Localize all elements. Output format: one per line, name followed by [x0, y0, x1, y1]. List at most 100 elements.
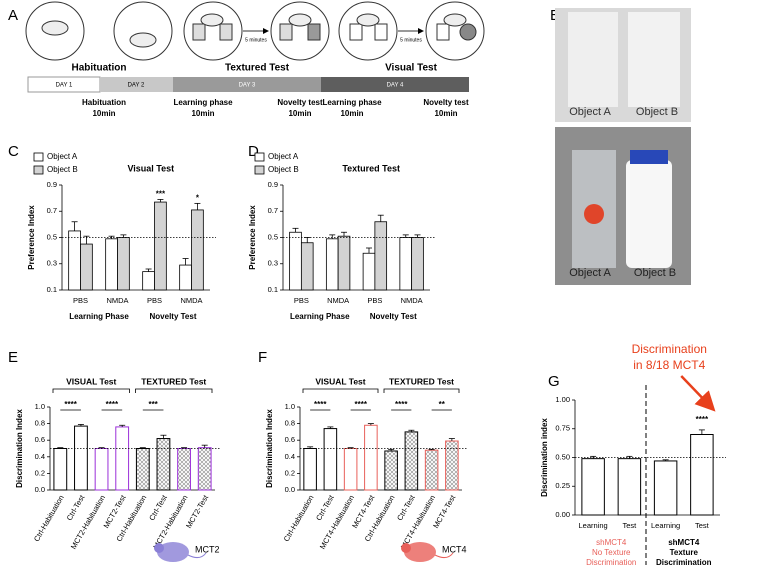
mouse-icon — [157, 542, 189, 562]
x-tick-label: NMDA — [401, 296, 423, 305]
significance: *** — [148, 400, 158, 409]
significance: *** — [156, 190, 166, 199]
bar — [399, 237, 413, 291]
bar — [80, 243, 93, 291]
bar — [337, 235, 351, 291]
bar — [105, 238, 118, 291]
group-label: Discrimination — [656, 558, 712, 567]
y-axis-label: Preference Index — [27, 205, 36, 270]
tag-label: MCT4 — [442, 544, 467, 554]
y-tick-label: 0.7 — [47, 206, 57, 215]
bar — [115, 426, 130, 491]
bar — [156, 438, 171, 491]
day-segment — [321, 77, 469, 92]
group-label: Learning Phase — [69, 312, 129, 321]
legend-label: Object B — [47, 165, 78, 174]
y-tick-label: 0.2 — [35, 468, 45, 477]
day-label: DAY 4 — [387, 83, 404, 89]
y-tick-label: 0.9 — [268, 180, 278, 189]
group-label: Learning Phase — [290, 312, 350, 321]
bar — [653, 460, 678, 516]
bar — [364, 424, 378, 491]
bar — [617, 458, 642, 516]
y-tick-label: 0.5 — [268, 232, 278, 241]
y-tick-label: 1.00 — [555, 395, 570, 404]
y-tick-label: 0.3 — [268, 259, 278, 268]
phase-name: Habituation — [82, 98, 126, 107]
bar — [68, 230, 81, 291]
bracket-label: TEXTURED Test — [389, 376, 454, 386]
annotation: Discrimination — [632, 342, 707, 356]
bar — [154, 201, 167, 291]
chart-title: Visual Test — [127, 163, 174, 173]
bar — [411, 237, 424, 291]
bracket — [383, 388, 460, 393]
bar — [343, 448, 358, 491]
bracket-label: VISUAL Test — [66, 376, 116, 386]
bracket-label: VISUAL Test — [315, 376, 365, 386]
y-tick-label: 0.00 — [555, 510, 570, 519]
bar — [374, 221, 388, 291]
significance: **** — [106, 400, 119, 409]
bar — [404, 431, 419, 491]
day-label: DAY 1 — [56, 83, 73, 89]
x-tick-label: Learning — [579, 521, 608, 530]
mouse-icon — [401, 543, 411, 553]
significance: **** — [64, 400, 77, 409]
object-shape — [584, 204, 604, 224]
bar — [289, 231, 302, 291]
object-shape — [568, 12, 618, 107]
x-tick-label: PBS — [294, 296, 309, 305]
day-label: DAY 2 — [128, 83, 145, 89]
y-tick-label: 0.5 — [47, 232, 57, 241]
mouse-icon — [434, 552, 454, 559]
phase-duration: 10min — [191, 109, 214, 118]
panel-label: C — [8, 143, 19, 160]
bar — [325, 238, 339, 291]
panel-label: F — [258, 349, 267, 366]
x-tick-label: Ctrl-Habituation — [32, 493, 66, 543]
mouse-icon — [404, 542, 436, 562]
y-tick-label: 0.25 — [555, 481, 570, 490]
photo-label: Object A — [569, 267, 611, 279]
bar — [690, 434, 714, 516]
day-segment — [173, 77, 321, 92]
bar — [117, 237, 130, 291]
bar — [424, 449, 439, 491]
y-tick-label: 0.75 — [555, 424, 570, 433]
group-label: Discrimination — [586, 558, 636, 567]
day-segment — [100, 77, 173, 92]
annotation: in 8/18 MCT4 — [633, 358, 705, 372]
protocol-diagram — [25, 1, 485, 61]
x-tick-label: Ctrl-Test — [314, 493, 336, 522]
x-tick-label: Ctrl-Test — [65, 493, 87, 522]
bar — [53, 448, 68, 491]
mouse-icon — [187, 552, 207, 559]
phase-duration: 10min — [92, 109, 115, 118]
bracket — [302, 388, 379, 393]
y-tick-label: 0.0 — [285, 485, 295, 494]
stage-label: Textured Test — [225, 63, 290, 74]
bar — [362, 252, 376, 291]
legend-label: Object B — [268, 165, 299, 174]
photo-label: Object B — [636, 106, 678, 118]
bar — [177, 448, 191, 491]
interval-label: 5 minutes — [245, 37, 267, 43]
y-tick-label: 0.6 — [35, 435, 45, 444]
y-tick-label: 0.0 — [35, 485, 45, 494]
x-tick-label: NMDA — [327, 296, 349, 305]
legend-swatch — [254, 152, 265, 162]
object-shape — [628, 12, 680, 107]
bar — [179, 264, 192, 291]
legend-swatch — [254, 165, 265, 175]
y-tick-label: 0.1 — [47, 285, 57, 294]
phase-name: Learning phase — [322, 98, 382, 107]
y-tick-label: 0.7 — [268, 206, 278, 215]
x-tick-label: Ctrl-Habituation — [282, 493, 316, 543]
legend-label: Object A — [47, 152, 78, 161]
photo-label: Object A — [569, 106, 611, 118]
legend-swatch — [33, 152, 44, 162]
y-tick-label: 0.1 — [268, 285, 278, 294]
phase-duration: 10min — [434, 109, 457, 118]
stage-label: Visual Test — [385, 63, 438, 74]
